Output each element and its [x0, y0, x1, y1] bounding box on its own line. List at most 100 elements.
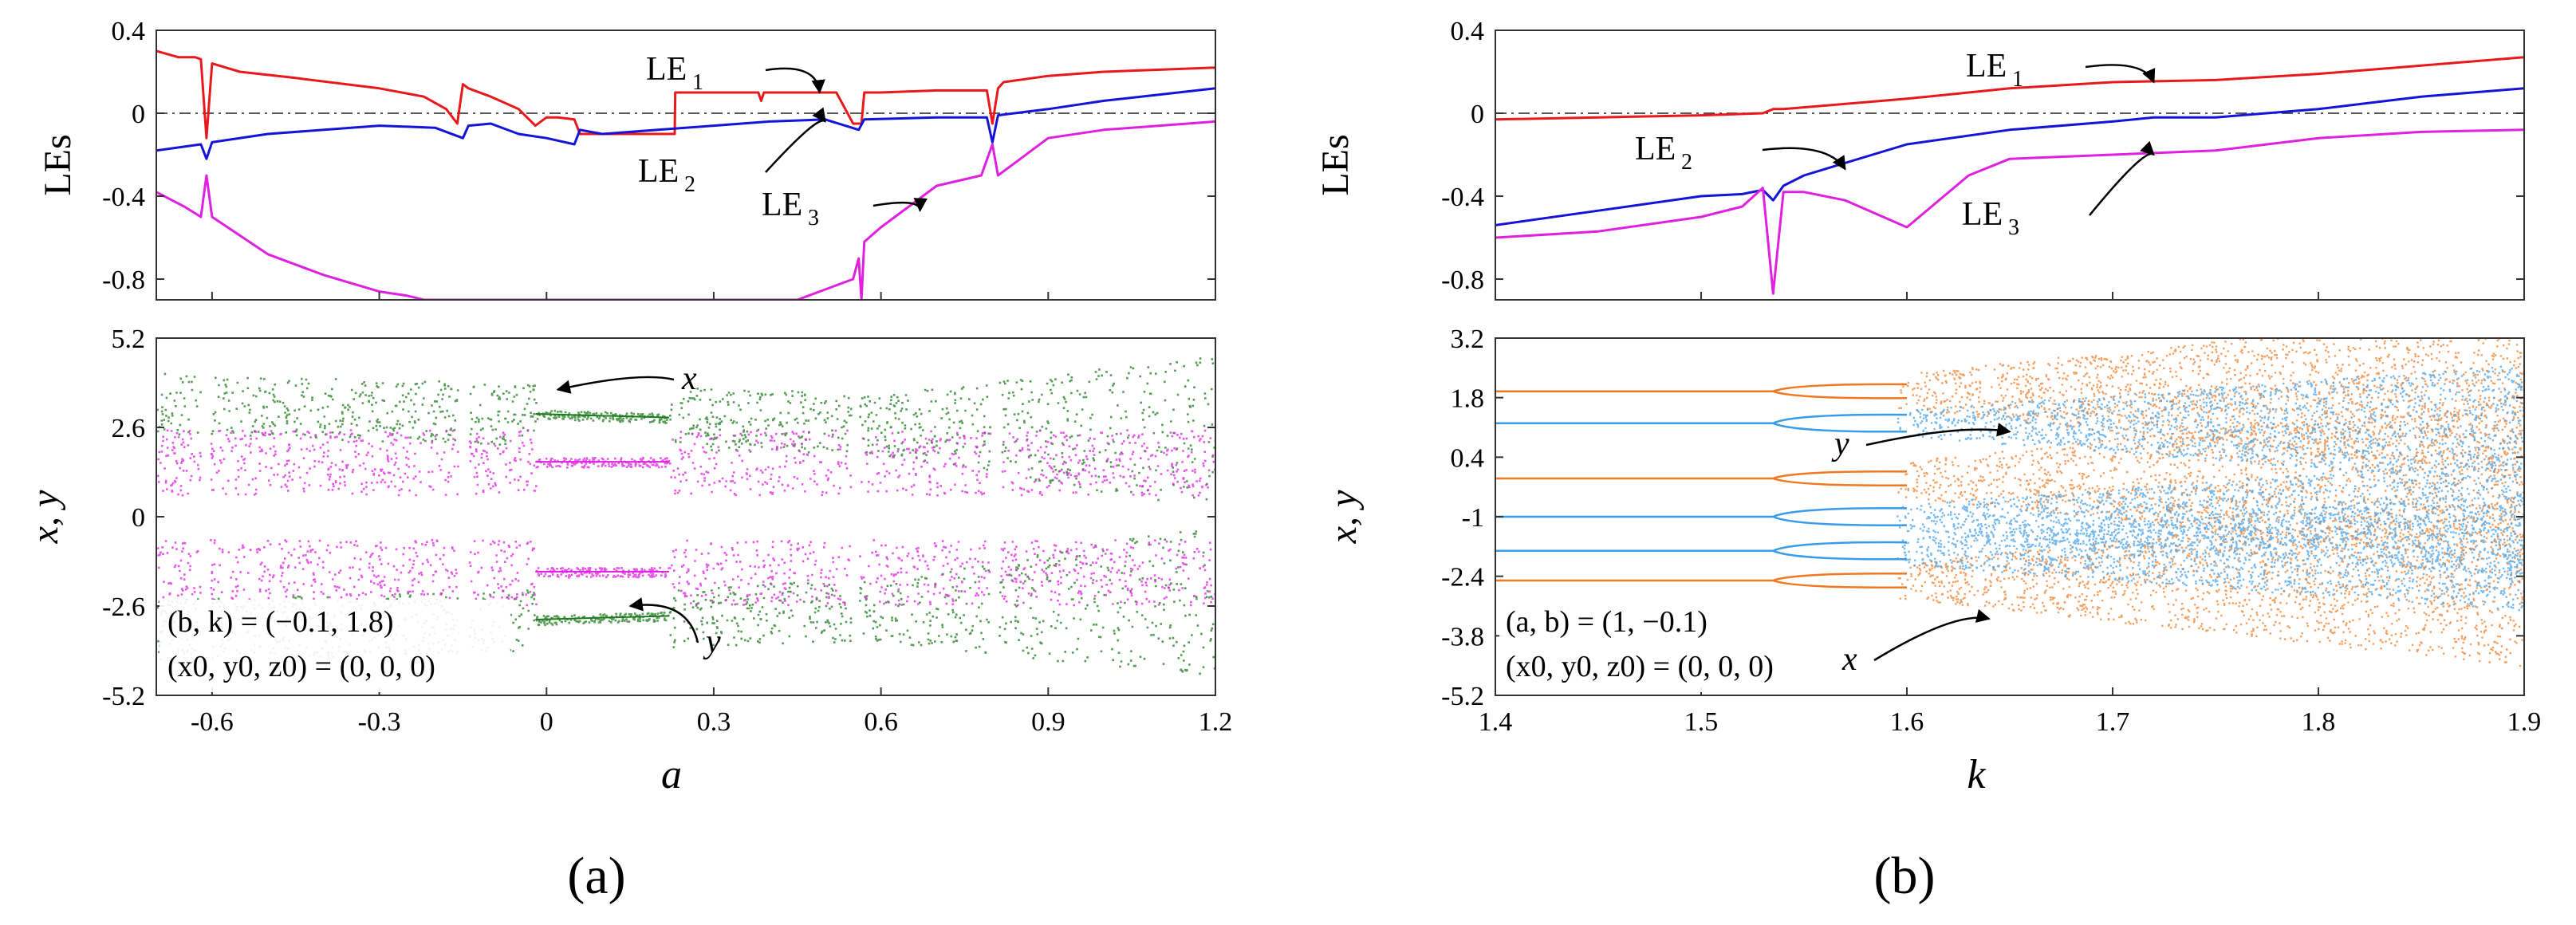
b-bottom-y-ticks: 3.2 1.8 0.4 -1 -2.4 -3.8 -5.2: [1441, 325, 2524, 711]
b-param-line-1: (a, b) = (1, −0.1): [1506, 605, 1707, 639]
a-top-ytick-label: -0.4: [102, 183, 145, 212]
b-bottom-branch-y: [1495, 413, 1908, 433]
a-bottom-ylabel: x, y: [24, 490, 66, 544]
b-bottom-xtick-label: 1.7: [2096, 707, 2130, 737]
panel-b-bottom: 3.21.80.4-1-2.4-3.8-5.2 1.4 1.5 1.6 1.7 1.8 1…: [1322, 292, 2541, 797]
b-bottom-xlabel: k: [1967, 752, 1986, 797]
b-top-annotations: LE 1LE 2LE 3: [1635, 48, 2156, 240]
b-top-plot-area: [1495, 56, 2524, 295]
a-top-axes-frame: [156, 30, 1216, 301]
a-bottom-x-ticks: -0.6 -0.3 0 0.3 0.6 0.9 1.2: [191, 292, 1232, 737]
a-bottom-xtick-label: 0.6: [864, 707, 898, 737]
a-top-ylabel: LEs: [37, 134, 79, 195]
a-bottom-plot-area: [156, 357, 1215, 675]
a-top-annotations: LE 1LE 2LE 3: [638, 51, 928, 230]
panel-b-top: 0.40-0.4-0.8 LEs LE 1LE 2LE 3: [1314, 17, 2525, 301]
b-bottom-xtick-label: 1.8: [2302, 707, 2336, 737]
b-top-axes-frame: [1495, 30, 2525, 301]
a-bottom-annotations: xy: [556, 360, 721, 660]
a-top-ytick-label: 0: [132, 100, 145, 129]
a-bottom-xtick-label: 0: [540, 707, 553, 737]
b-bottom-ylabel: x, y: [1322, 490, 1365, 544]
a-top-ytick-label: 0.4: [112, 17, 146, 46]
a-params-box: [160, 600, 510, 692]
b-bottom-ytick-label: -5.2: [1441, 682, 1484, 711]
b-bottom-ytick-label: -1: [1462, 503, 1484, 533]
b-bottom-branch-x: [1495, 383, 1908, 400]
a-bottom-trend-x: [535, 615, 670, 620]
b-top-annotation-arrow: [2089, 140, 2155, 216]
a-bottom-ytick-label: 5.2: [112, 325, 146, 354]
a-bottom-annotation-arrow: [556, 376, 675, 394]
a-bottom-xtick-label: -0.6: [191, 707, 234, 737]
b-bottom-branch-x: [1495, 573, 1908, 588]
a-bottom-trend-x: [535, 413, 670, 419]
a-bottom-xtick-label: 0.3: [697, 707, 731, 737]
b-top-ylabel: LEs: [1314, 134, 1357, 195]
b-top-annotation-subscript: 1: [2012, 67, 2023, 92]
b-top-y-ticks: 0.4 0 -0.4 -0.8: [1441, 17, 2524, 295]
panel-a-bottom: 5.2 2.6 0 -2.6 -5.2 -0.6 -0.3 0 0.3 0.6 0.9 1.2 x,…: [24, 292, 1232, 797]
b-bottom-points-x: [1897, 338, 2524, 667]
a-bottom-y-ticks: 5.2 2.6 0 -2.6 -5.2: [102, 325, 1215, 711]
b-bottom-annotation-label: x: [1841, 641, 1857, 678]
b-bottom-annotations: yx: [1831, 423, 2011, 678]
b-bottom-ytick-label: 3.2: [1451, 325, 1485, 354]
a-bottom-ytick-label: 2.6: [112, 414, 146, 443]
b-bottom-series-x: [1495, 338, 2524, 667]
b-bottom-annotation-arrow: [1865, 423, 2011, 447]
a-bottom-annotation-arrow: [628, 597, 699, 644]
a-top-y-ticks: 0.4 0 -0.4 -0.8: [102, 17, 1215, 295]
a-top-series-le2: [156, 87, 1215, 160]
b-bottom-xtick-label: 1.4: [1479, 707, 1513, 737]
a-bottom-annotation-label: y: [703, 624, 721, 660]
b-top-annotation-arrow: [2085, 64, 2156, 84]
a-top-annotation-label: LE: [762, 187, 802, 223]
b-top-ytick-label: -0.4: [1441, 183, 1484, 212]
a-top-annotation-arrow: [765, 107, 826, 173]
a-bottom-points-y: [156, 429, 1215, 607]
a-bottom-series-x: [156, 357, 1215, 675]
a-bottom-ytick-label: -5.2: [102, 682, 145, 711]
b-param-line-2: (x0, y0, z0) = (0, 0, 0): [1506, 650, 1774, 683]
b-top-annotation-label: LE: [1962, 196, 2003, 233]
a-top-annotation-subscript: 1: [692, 70, 703, 95]
b-bottom-annotation-arrow: [1873, 608, 1991, 662]
b-top-series-le3: [1495, 128, 2524, 295]
b-top-annotation-subscript: 2: [1681, 150, 1692, 175]
a-bottom-xlabel: a: [661, 752, 682, 797]
b-bottom-ytick-label: 0.4: [1451, 443, 1485, 473]
b-bottom-xtick-label: 1.5: [1684, 707, 1719, 737]
b-top-ytick-label: 0.4: [1451, 17, 1485, 46]
a-top-plot-area: [156, 49, 1215, 300]
b-top-ytick-label: -0.8: [1441, 266, 1484, 295]
a-bottom-xtick-label: 1.2: [1199, 707, 1233, 737]
a-bottom-points-x: [156, 357, 1215, 675]
b-bottom-xtick-label: 1.9: [2507, 707, 2542, 737]
b-bottom-xtick-label: 1.6: [1890, 707, 1924, 737]
b-bottom-ytick-label: -2.4: [1441, 563, 1484, 592]
a-top-annotation-arrow: [872, 198, 928, 212]
panel-a-label: (a): [567, 847, 625, 905]
a-top-annotation-label: LE: [646, 51, 687, 88]
a-top-annotation-subscript: 2: [684, 172, 695, 197]
b-bottom-ytick-label: -3.8: [1441, 622, 1484, 651]
b-bottom-annotation-label: y: [1831, 426, 1849, 462]
a-bottom-xtick-label: -0.3: [358, 707, 401, 737]
a-bottom-annotation-label: x: [681, 360, 697, 397]
a-param-line-2: (x0, y0, z0) = (0, 0, 0): [167, 650, 435, 683]
panel-b-label: (b): [1874, 847, 1936, 905]
a-top-annotation-subscript: 3: [808, 206, 819, 230]
b-top-series-le1: [1495, 56, 2524, 121]
b-top-annotation-label: LE: [1966, 48, 2007, 85]
a-bottom-series-y: [156, 429, 1215, 607]
a-top-series-le1: [156, 49, 1215, 140]
a-top-annotation-label: LE: [638, 153, 679, 190]
a-top-ytick-label: -0.8: [102, 266, 145, 295]
b-bottom-branch-y: [1495, 541, 1908, 561]
a-param-line-1: (b, k) = (−0.1, 1.8): [167, 605, 393, 639]
b-bottom-ytick-label: 1.8: [1451, 384, 1485, 414]
b-bottom-x-ticks: 1.4 1.5 1.6 1.7 1.8 1.9: [1479, 292, 2542, 737]
b-top-annotation-label: LE: [1635, 131, 1676, 167]
